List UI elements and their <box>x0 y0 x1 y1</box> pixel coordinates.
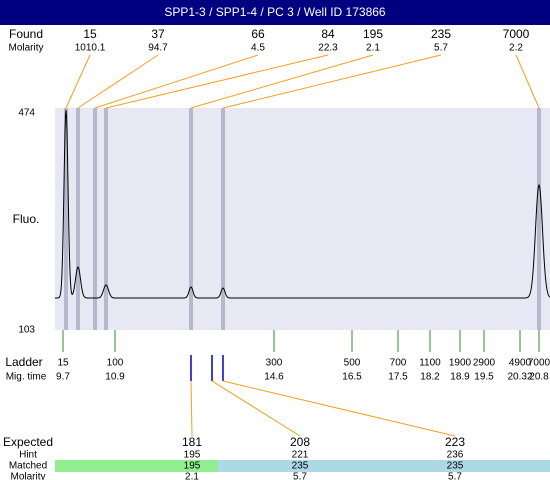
matched-label: Matched <box>9 461 47 472</box>
mig-time: 17.5 <box>388 372 408 383</box>
ladder-size: 2900 <box>473 358 496 369</box>
found-connector <box>105 54 329 109</box>
ladder-size: 300 <box>266 358 283 369</box>
matched-size: 195 <box>184 461 201 472</box>
mig-time: 14.6 <box>264 372 284 383</box>
hint-size: 236 <box>447 450 464 461</box>
mig-time: 20.32 <box>507 372 532 383</box>
y-min-label: 103 <box>18 325 35 336</box>
found-molarity: 94.7 <box>148 43 168 54</box>
ladder-size: 4900 <box>509 358 532 369</box>
found-connector <box>65 54 91 109</box>
ladder-size: 15 <box>57 358 69 369</box>
ladder-size: 1900 <box>449 358 472 369</box>
mig-time: 10.9 <box>105 372 125 383</box>
expected-size: 208 <box>290 435 310 449</box>
found-size: 66 <box>251 27 265 41</box>
matched-size: 235 <box>447 461 464 472</box>
title-bar <box>0 0 550 25</box>
found-molarity: 2.2 <box>509 43 523 54</box>
expected-molarity: 5.7 <box>448 472 462 480</box>
peak-band <box>104 108 108 330</box>
found-size: 195 <box>363 27 383 41</box>
matched-green <box>55 460 218 472</box>
mig-time: 19.5 <box>474 372 494 383</box>
expected-size: 223 <box>445 435 465 449</box>
expected-molarity: 2.1 <box>185 472 199 480</box>
ladder-size: 7000 <box>528 358 550 369</box>
matched-blue <box>218 460 550 472</box>
peak-band <box>64 108 68 330</box>
found-molarity: 5.7 <box>434 43 448 54</box>
found-molarity: 2.1 <box>366 43 380 54</box>
peak-band <box>189 108 193 330</box>
found-size: 235 <box>431 27 451 41</box>
peak-band <box>76 108 80 330</box>
y-axis-label: Fluo. <box>13 212 40 226</box>
ladder-label: Ladder <box>5 355 42 369</box>
expected-connector <box>222 380 456 437</box>
mig-time: 20.8 <box>529 372 549 383</box>
found-molarity: 22.3 <box>318 43 338 54</box>
found-connector <box>515 54 540 109</box>
found-molarity: 4.5 <box>251 43 265 54</box>
found-size: 37 <box>151 27 165 41</box>
title: SPP1-3 / SPP1-4 / PC 3 / Well ID 173866 <box>164 5 386 19</box>
hint-label: Hint <box>19 450 37 461</box>
found-size: 84 <box>321 27 335 41</box>
hint-size: 195 <box>184 450 201 461</box>
peak-band <box>93 108 97 330</box>
mig-time: 16.5 <box>342 372 362 383</box>
found-connector <box>94 54 259 109</box>
expected-size: 181 <box>182 435 202 449</box>
mig-time: 9.7 <box>56 372 70 383</box>
ladder-size: 100 <box>107 358 124 369</box>
found-size: 15 <box>83 27 97 41</box>
found-size: 7000 <box>503 27 530 41</box>
expected-connector <box>190 380 193 437</box>
peak-band <box>221 108 225 330</box>
mig-time-label: Mig. time <box>6 372 47 383</box>
plot-area <box>55 108 550 330</box>
hint-size: 221 <box>292 450 309 461</box>
found-connector <box>222 54 442 109</box>
molarity-label: Molarity <box>8 43 43 54</box>
ladder-size: 1100 <box>419 358 441 369</box>
y-max-label: 474 <box>18 108 35 119</box>
peak-band <box>537 108 541 330</box>
mig-time: 18.2 <box>420 372 440 383</box>
found-molarity: 1010.1 <box>75 43 106 54</box>
found-connector <box>77 54 159 109</box>
trace <box>55 109 550 299</box>
found-label: Found <box>9 27 43 41</box>
ladder-size: 500 <box>344 358 361 369</box>
expected-molarity: 5.7 <box>293 472 307 480</box>
found-connector <box>190 54 374 109</box>
ladder-size: 700 <box>390 358 407 369</box>
molarity-label-2: Molarity <box>10 472 45 480</box>
mig-time: 18.9 <box>450 372 470 383</box>
matched-size: 235 <box>292 461 309 472</box>
expected-label: Expected <box>3 435 53 449</box>
expected-connector <box>211 380 301 437</box>
